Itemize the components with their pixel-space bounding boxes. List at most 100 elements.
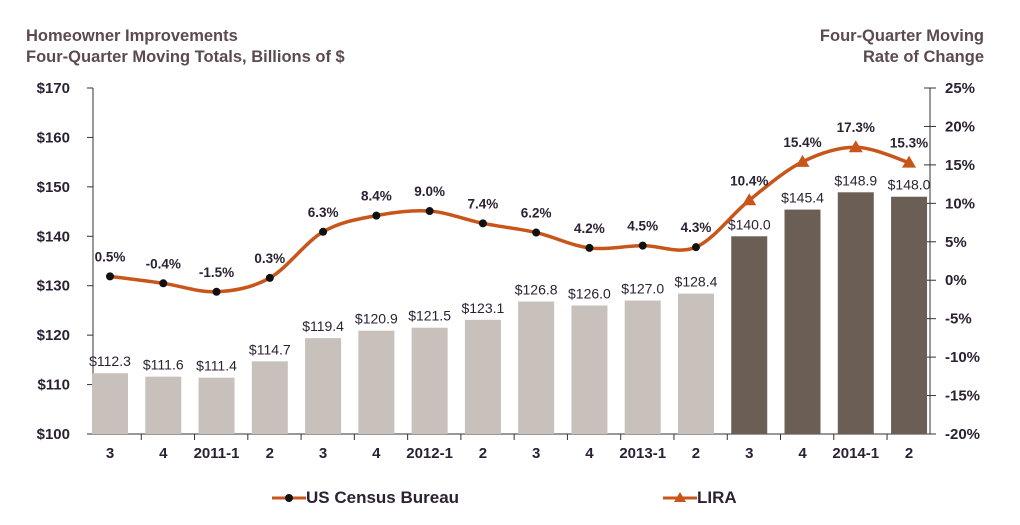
bar-value-label: $148.9 (834, 172, 877, 188)
x-tick-label: 4 (798, 445, 807, 462)
bar (518, 301, 555, 434)
left-axis-title: Homeowner Improvements Four-Quarter Movi… (26, 26, 345, 68)
bar-value-label: $148.0 (888, 177, 931, 193)
census-value-label: 6.2% (521, 206, 552, 221)
census-value-label: -1.5% (199, 265, 234, 280)
census-value-label: 4.3% (681, 220, 712, 235)
left-tick-label: $110 (37, 377, 70, 394)
census-point (319, 227, 328, 236)
title-line-1: Homeowner Improvements (26, 27, 238, 45)
x-tick-label: 2 (266, 445, 274, 462)
legend-census-label: US Census Bureau (306, 488, 460, 507)
legend-lira: LIRA (663, 488, 737, 508)
census-point (425, 207, 434, 216)
bar (251, 361, 288, 434)
right-title-line-1: Four-Quarter Moving (819, 27, 984, 45)
legend-lira-marker-icon (663, 492, 697, 502)
census-point (372, 211, 381, 220)
census-value-label: 8.4% (361, 189, 392, 204)
census-value-label: 4.2% (574, 221, 605, 236)
bar-value-label: $140.0 (728, 216, 771, 232)
left-tick-label: $170 (37, 80, 70, 97)
census-value-label: 0.3% (254, 251, 285, 266)
right-tick-label: -10% (945, 349, 980, 366)
bar-value-label: $126.8 (515, 282, 558, 298)
census-point (691, 243, 700, 252)
right-tick-label: 25% (945, 80, 975, 97)
bar-value-label: $119.4 (302, 318, 344, 334)
x-tick-label: 4 (585, 445, 594, 462)
lira-point (902, 155, 917, 168)
left-tick-label: $130 (37, 278, 70, 295)
title-line-2: Four-Quarter Moving Totals, Billions of … (26, 48, 345, 66)
legend-lira-label: LIRA (697, 488, 737, 507)
right-tick-label: -15% (945, 388, 980, 405)
lira-value-label: 15.3% (890, 136, 928, 151)
right-title-line-2: Rate of Change (862, 48, 984, 66)
right-tick-label: -20% (945, 426, 980, 443)
left-tick-label: $100 (37, 426, 70, 443)
lira-point (742, 193, 757, 206)
census-point (638, 241, 647, 250)
bar-value-label: $123.1 (461, 300, 504, 316)
bar-value-label: $126.0 (568, 285, 611, 301)
census-value-label: 4.5% (627, 219, 658, 234)
legend-census: US Census Bureau (272, 488, 459, 508)
bar (305, 338, 342, 434)
right-tick-label: 10% (945, 195, 975, 212)
bar (411, 327, 448, 434)
census-value-label: -0.4% (146, 256, 181, 271)
bar-value-label: $128.4 (675, 274, 718, 290)
x-tick-label: 2 (692, 445, 700, 462)
census-point (585, 243, 594, 252)
bar (784, 209, 821, 434)
bar (198, 377, 235, 434)
left-tick-label: $150 (37, 179, 70, 196)
lira-value-label: 15.4% (783, 135, 821, 150)
lira-value-label: 10.4% (730, 173, 768, 188)
bar-value-label: $111.6 (143, 357, 184, 373)
trend-line (109, 145, 910, 294)
lira-value-label: 17.3% (837, 120, 875, 135)
x-tick-label: 2011-1 (194, 445, 240, 462)
bar (891, 196, 928, 434)
left-tick-label: $120 (37, 327, 70, 344)
bar (731, 236, 768, 434)
census-point (159, 279, 168, 288)
bar (358, 330, 395, 434)
x-tick-label: 3 (745, 445, 753, 462)
left-tick-label: $160 (37, 129, 70, 146)
census-value-label: 9.0% (414, 184, 445, 199)
bar (145, 376, 182, 434)
census-point (106, 272, 114, 281)
census-value-label: 0.5% (95, 249, 126, 264)
census-point (478, 219, 487, 228)
census-point (532, 228, 541, 237)
bar (571, 305, 608, 434)
x-tick-label: 3 (106, 445, 114, 462)
x-tick-label: 3 (319, 445, 327, 462)
bar-value-label: $114.7 (249, 341, 291, 357)
bar (624, 300, 661, 434)
x-tick-label: 3 (532, 445, 540, 462)
bar-value-label: $120.9 (355, 311, 398, 327)
lira-point (848, 140, 863, 153)
x-tick-label: 4 (372, 445, 381, 462)
bar-value-label: $112.3 (89, 353, 131, 369)
right-tick-label: 20% (945, 118, 975, 135)
x-tick-label: 4 (159, 445, 168, 462)
lira-point (795, 154, 810, 167)
census-value-label: 7.4% (467, 196, 498, 211)
census-value-label: 6.3% (308, 205, 339, 220)
right-tick-label: 15% (945, 157, 975, 174)
left-tick-label: $140 (37, 228, 70, 245)
x-tick-label: 2 (905, 445, 913, 462)
x-tick-label: 2012-1 (406, 445, 453, 462)
bar (464, 319, 501, 434)
right-axis-title: Four-Quarter Moving Rate of Change (820, 26, 984, 68)
bar (92, 373, 128, 434)
bar-value-label: $145.4 (781, 190, 824, 206)
right-tick-label: 0% (945, 272, 967, 289)
bar (677, 293, 714, 434)
